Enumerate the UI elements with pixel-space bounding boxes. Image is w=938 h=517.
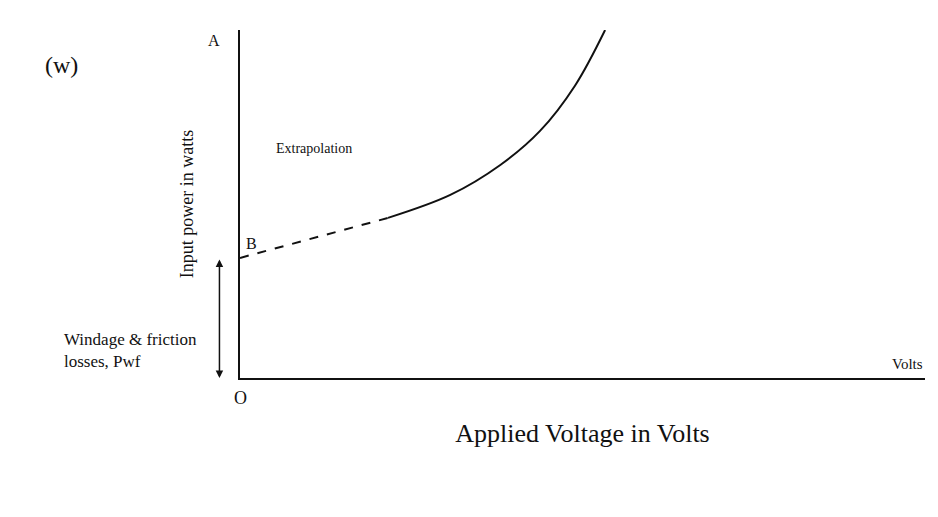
svg-text:Input power in watts: Input power in watts <box>177 130 197 278</box>
svg-text:Extrapolation: Extrapolation <box>276 141 352 156</box>
svg-text:Windage & frictionlosses, Pwf: Windage & frictionlosses, Pwf <box>64 330 197 371</box>
svg-text:Volts: Volts <box>892 356 923 372</box>
svg-text:(w): (w) <box>45 52 78 78</box>
svg-text:Applied Voltage in Volts: Applied Voltage in Volts <box>455 419 710 448</box>
svg-text:O: O <box>234 388 247 408</box>
svg-text:B: B <box>246 235 257 252</box>
svg-text:A: A <box>208 32 220 49</box>
